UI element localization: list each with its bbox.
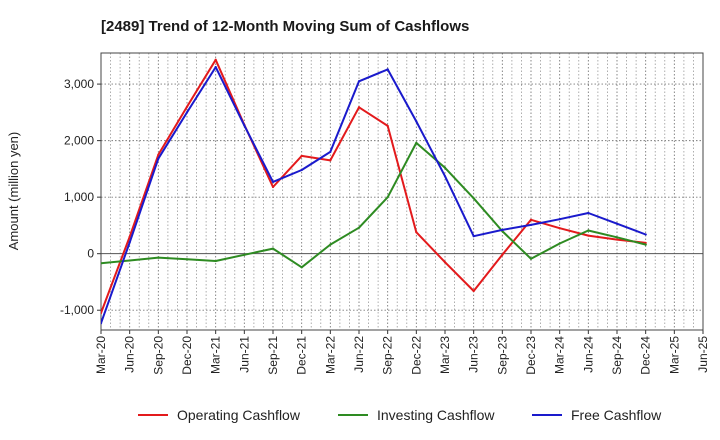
x-tick-label: Jun-21 [237, 336, 251, 373]
free-cashflow-point [101, 322, 103, 325]
investing-cashflow-point [587, 229, 590, 232]
investing-cashflow-point [443, 166, 447, 169]
operating-cashflow-point [386, 124, 389, 128]
investing-cashflow-point [415, 141, 418, 144]
free-cashflow-point [128, 241, 131, 244]
free-cashflow-point [271, 180, 275, 183]
x-tick-label: Dec-20 [180, 336, 194, 375]
x-tick-label: Mar-25 [667, 336, 681, 374]
investing-cashflow-line [101, 141, 647, 269]
x-tick-label: Jun-25 [696, 336, 710, 373]
investing-cashflow-point [644, 243, 647, 246]
free-cashflow-point [357, 80, 361, 83]
chart-title: [2489] Trend of 12-Month Moving Sum of C… [101, 18, 469, 35]
x-tick-label: Jun-24 [581, 336, 595, 373]
operating-cashflow-point [185, 105, 189, 108]
x-tick-label: Dec-22 [409, 336, 423, 375]
operating-cashflow-point [214, 58, 217, 61]
free-cashflow-point [558, 218, 561, 221]
operating-cashflow-point [501, 253, 504, 256]
legend: Operating Cashflow Investing Cashflow Free… [138, 407, 662, 423]
free-cashflow-point [615, 222, 619, 225]
investing-cashflow-point [558, 242, 561, 245]
operating-cashflow-line [101, 58, 647, 314]
free-cashflow-point [386, 68, 389, 71]
free-cashflow-legend-label: Free Cashflow [571, 407, 662, 423]
investing-cashflow-point [243, 253, 246, 256]
operating-cashflow-point [271, 185, 275, 189]
investing-cashflow-point [472, 197, 475, 200]
investing-cashflow-point [271, 247, 275, 250]
operating-cashflow-point [415, 231, 418, 234]
plot-frame [100, 52, 704, 331]
operating-cashflow-point [472, 289, 475, 293]
operating-cashflow-point [529, 218, 533, 221]
x-tick-label: Mar-21 [209, 336, 223, 374]
x-tick-label: Mar-23 [438, 336, 452, 374]
x-tick-label: Dec-24 [639, 336, 653, 375]
free-cashflow-point [157, 157, 160, 160]
operating-cashflow-point [157, 153, 160, 156]
operating-cashflow-point [443, 261, 447, 264]
y-tick-label: 2,000 [64, 134, 94, 148]
free-cashflow-point [472, 235, 475, 238]
x-tick-label: Mar-24 [553, 336, 567, 374]
operating-cashflow-point [329, 159, 332, 162]
y-tick-label: 3,000 [64, 77, 94, 91]
free-cashflow-point [185, 111, 189, 114]
operating-cashflow-point [101, 311, 103, 315]
x-tick-label: Sep-21 [266, 336, 280, 375]
operating-cashflow-point [300, 154, 303, 157]
free-cashflow-point [214, 66, 217, 69]
free-cashflow-point [415, 120, 418, 123]
operating-cashflow-point [357, 106, 361, 109]
investing-cashflow-point [101, 262, 103, 265]
investing-cashflow-point [615, 236, 619, 239]
investing-cashflow-point [157, 256, 160, 259]
x-tick-label: Dec-21 [295, 336, 309, 375]
free-cashflow-point [243, 124, 246, 127]
investing-cashflow-legend-label: Investing Cashflow [377, 407, 495, 423]
free-cashflow-line [101, 66, 647, 325]
y-tick-label: 0 [87, 247, 94, 261]
y-axis-label: Amount (million yen) [6, 132, 21, 251]
x-tick-label: Sep-22 [381, 336, 395, 375]
free-cashflow-point [443, 175, 447, 178]
x-tick-label: Sep-20 [151, 336, 165, 375]
free-cashflow-point [644, 233, 647, 236]
y-tick-label: -1,000 [60, 303, 94, 317]
x-tick-label: Mar-20 [94, 336, 108, 374]
operating-cashflow-point [558, 227, 561, 230]
plot-background [101, 53, 703, 330]
x-tick-label: Jun-23 [467, 336, 481, 373]
operating-cashflow-point [587, 234, 590, 237]
plot-area: -1,000 0 1,000 2,000 3,000 Mar-20 Jun-20 Sep-20… [60, 52, 710, 375]
x-tick-label: Dec-23 [524, 336, 538, 375]
series-group [101, 58, 647, 325]
investing-cashflow-point [185, 258, 189, 261]
investing-cashflow-point [329, 243, 332, 246]
x-tick-label: Mar-22 [323, 336, 337, 374]
x-tick-label: Sep-23 [495, 336, 509, 375]
free-cashflow-point [329, 150, 332, 154]
investing-cashflow-point [529, 257, 533, 260]
investing-cashflow-point [357, 226, 361, 229]
investing-cashflow-point [128, 259, 131, 262]
free-cashflow-point [587, 211, 590, 215]
free-cashflow-point [529, 223, 533, 226]
investing-cashflow-point [386, 196, 389, 199]
x-tick-label: Jun-22 [352, 336, 366, 373]
x-tick-label: Sep-24 [610, 336, 624, 375]
x-tick-label: Jun-20 [123, 336, 137, 373]
free-cashflow-point [501, 228, 504, 232]
y-tick-label: 1,000 [64, 190, 94, 204]
operating-cashflow-legend-label: Operating Cashflow [177, 407, 301, 423]
investing-cashflow-point [300, 266, 303, 269]
operating-cashflow-point [615, 238, 619, 241]
operating-cashflow-point [128, 235, 131, 238]
investing-cashflow-point [214, 259, 217, 263]
free-cashflow-point [300, 168, 303, 172]
